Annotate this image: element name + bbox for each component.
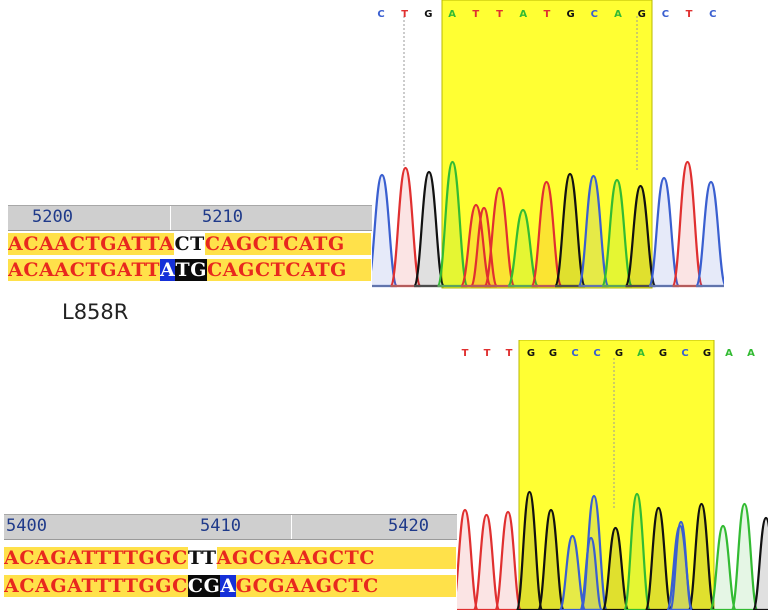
mutated-base-highlight: A [160, 259, 176, 281]
mutation-label: L858R [62, 300, 129, 324]
reference-sequence-top: ACAACTGATTACTCAGCTCATG [8, 233, 371, 255]
base-call-letter: T [472, 9, 479, 20]
codon-highlight-box [441, 0, 653, 289]
base-call-letter: A [519, 9, 527, 20]
trace-peak-T [469, 206, 499, 288]
sequence-text: AGCGAAGCTC [216, 547, 376, 569]
trace-peak-T [671, 160, 704, 288]
ruler-number: 5400 [6, 516, 47, 536]
base-call-letter: G [659, 348, 667, 359]
ruler-number: 5410 [200, 516, 241, 536]
reference-sequence-bottom: ACAGATTTTGGCTTAGCGAAGCTC [4, 547, 456, 569]
ruler-separator [291, 515, 292, 539]
base-call-letter: C [709, 9, 716, 20]
base-call-letter: G [424, 9, 432, 20]
base-call-letter: T [401, 9, 408, 20]
ruler-separator [170, 206, 171, 230]
trace-peak-C [647, 176, 681, 288]
trace-peak-C [668, 520, 694, 610]
codon-highlight-box [518, 340, 715, 610]
trace-peak-C [577, 174, 610, 288]
base-call-letter: G [615, 348, 623, 359]
base-call-letter: G [703, 348, 711, 359]
base-call-letter: T [543, 9, 550, 20]
base-call-letter: A [614, 9, 622, 20]
trace-peak-G [601, 526, 630, 610]
base-call-letter: C [681, 348, 688, 359]
trace-peak-A [708, 524, 738, 610]
base-call-letter: A [747, 348, 755, 359]
trace-peak-G [515, 490, 544, 610]
trace-peak-G [553, 172, 587, 288]
base-call-letter: T [686, 9, 693, 20]
base-call-letter: C [593, 348, 600, 359]
base-call-letter: T [484, 348, 491, 359]
base-call-letter: T [506, 348, 513, 359]
base-call-letter: G [527, 348, 535, 359]
base-call-letter: G [638, 9, 646, 20]
sequence-text: ACAACTGATTA [8, 233, 175, 255]
trace-peak-A [622, 492, 652, 610]
mutant-codon-highlight: CG [187, 575, 221, 597]
trace-peak-A [436, 160, 469, 288]
chromatogram-bottom: TTTGGCCGAGCGAAG [457, 340, 768, 610]
sequence-text: CAGCTCATG [204, 233, 345, 255]
mutant-codon-highlight: TG [175, 259, 208, 281]
trace-peak-G [624, 184, 657, 288]
base-call-letter: A [725, 348, 733, 359]
base-call-letter: C [662, 9, 669, 20]
sequence-text: ACAACTGATT [8, 259, 161, 281]
trace-peak-T [530, 180, 563, 288]
sequence-text: CAGCTCATG [207, 259, 348, 281]
trace-peak-T [457, 508, 480, 610]
base-call-letter: A [637, 348, 645, 359]
trace-peak-C [578, 536, 604, 610]
sequence-text: GCGAAGCTC [235, 575, 379, 597]
trace-peak-G [412, 170, 446, 288]
base-call-letter: C [571, 348, 578, 359]
base-call-letter: C [591, 9, 598, 20]
trace-peak-T [389, 166, 422, 288]
base-call-letter: C [377, 9, 384, 20]
trace-peak-G [751, 516, 768, 610]
trace-peak-C [694, 180, 724, 288]
base-call-letter: G [549, 348, 557, 359]
trace-peak-C [372, 173, 399, 288]
trace-peak-G [644, 506, 673, 610]
ruler-number: 5420 [388, 516, 429, 536]
trace-peak-A [730, 502, 759, 610]
reference-codon-highlight: CT [174, 233, 205, 255]
mutant-sequence-top: ACAACTGATTATGCAGCTCATG [8, 259, 371, 281]
base-call-letter: T [462, 348, 469, 359]
reference-codon-highlight: TT [187, 547, 217, 569]
sequence-text: ACAGATTTTGGC [4, 547, 188, 569]
trace-peak-G [687, 502, 716, 610]
trace-peak-T [472, 513, 501, 610]
ruler-number: 5200 [32, 207, 73, 227]
trace-peak-T [493, 510, 523, 610]
trace-peak-G [536, 508, 566, 610]
base-call-letter: G [566, 9, 574, 20]
base-call-letter: A [448, 9, 456, 20]
mutated-base-highlight: A [220, 575, 236, 597]
sequence-text: ACAGATTTTGGC [4, 575, 188, 597]
ruler-number: 5210 [202, 207, 243, 227]
position-ruler-bottom: 5400 5410 5420 [4, 514, 457, 540]
trace-peak-A [600, 178, 634, 288]
position-ruler-top: 5200 5210 [8, 205, 373, 231]
mutant-sequence-bottom: ACAGATTTTGGCCGAGCGAAGCTC [4, 575, 456, 597]
base-call-letter: T [496, 9, 503, 20]
